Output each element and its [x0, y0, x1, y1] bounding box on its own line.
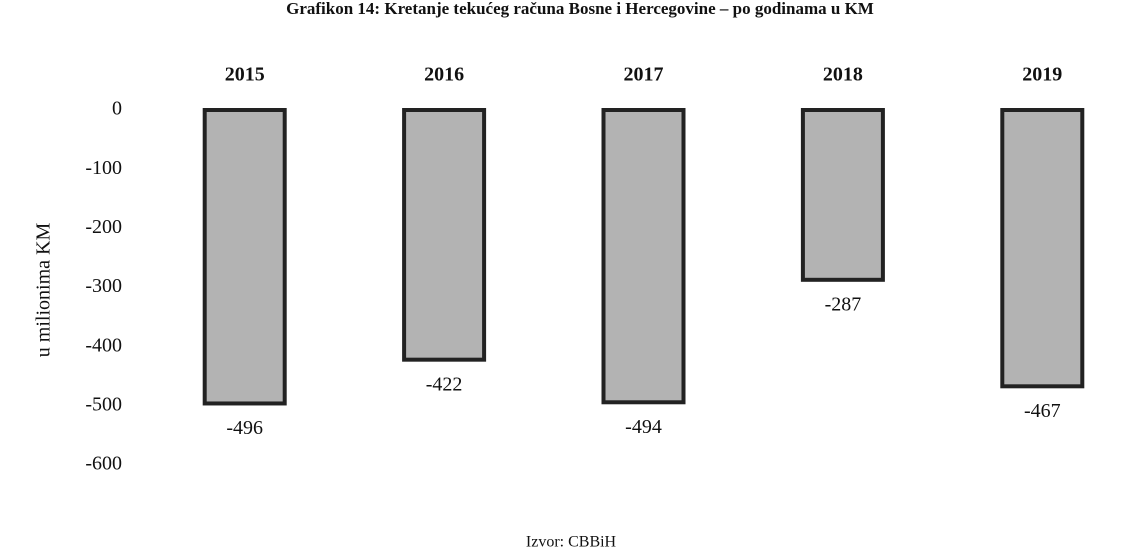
bar: [601, 108, 686, 405]
bar: [800, 108, 885, 282]
y-tick-label: -500: [85, 393, 122, 415]
value-label: -496: [226, 417, 263, 439]
y-tick-label: -200: [85, 216, 122, 238]
x-tick-label: 2015: [225, 64, 265, 86]
y-tick-label: 0: [112, 98, 122, 120]
y-tick-label: -600: [85, 453, 122, 475]
value-label: -287: [825, 293, 862, 315]
x-tick-label: 2019: [1022, 64, 1062, 86]
x-tick-label: 2018: [823, 64, 863, 86]
y-axis-label: u milionima KM: [33, 223, 55, 358]
value-label: -422: [426, 373, 463, 395]
bar: [1000, 108, 1085, 389]
value-label: -467: [1024, 400, 1061, 422]
y-tick-label: -300: [85, 275, 122, 297]
value-label: -494: [625, 416, 662, 438]
x-tick-label: 2016: [424, 64, 464, 86]
chart-title: Grafikon 14: Kretanje tekućeg računa Bos…: [286, 0, 874, 18]
x-tick-label: 2017: [624, 64, 664, 86]
source: Izvor: CBBiH: [526, 534, 617, 551]
y-tick-label: -100: [85, 157, 122, 179]
bar: [402, 108, 487, 362]
bar: [202, 108, 287, 406]
y-tick-label: -400: [85, 334, 122, 356]
